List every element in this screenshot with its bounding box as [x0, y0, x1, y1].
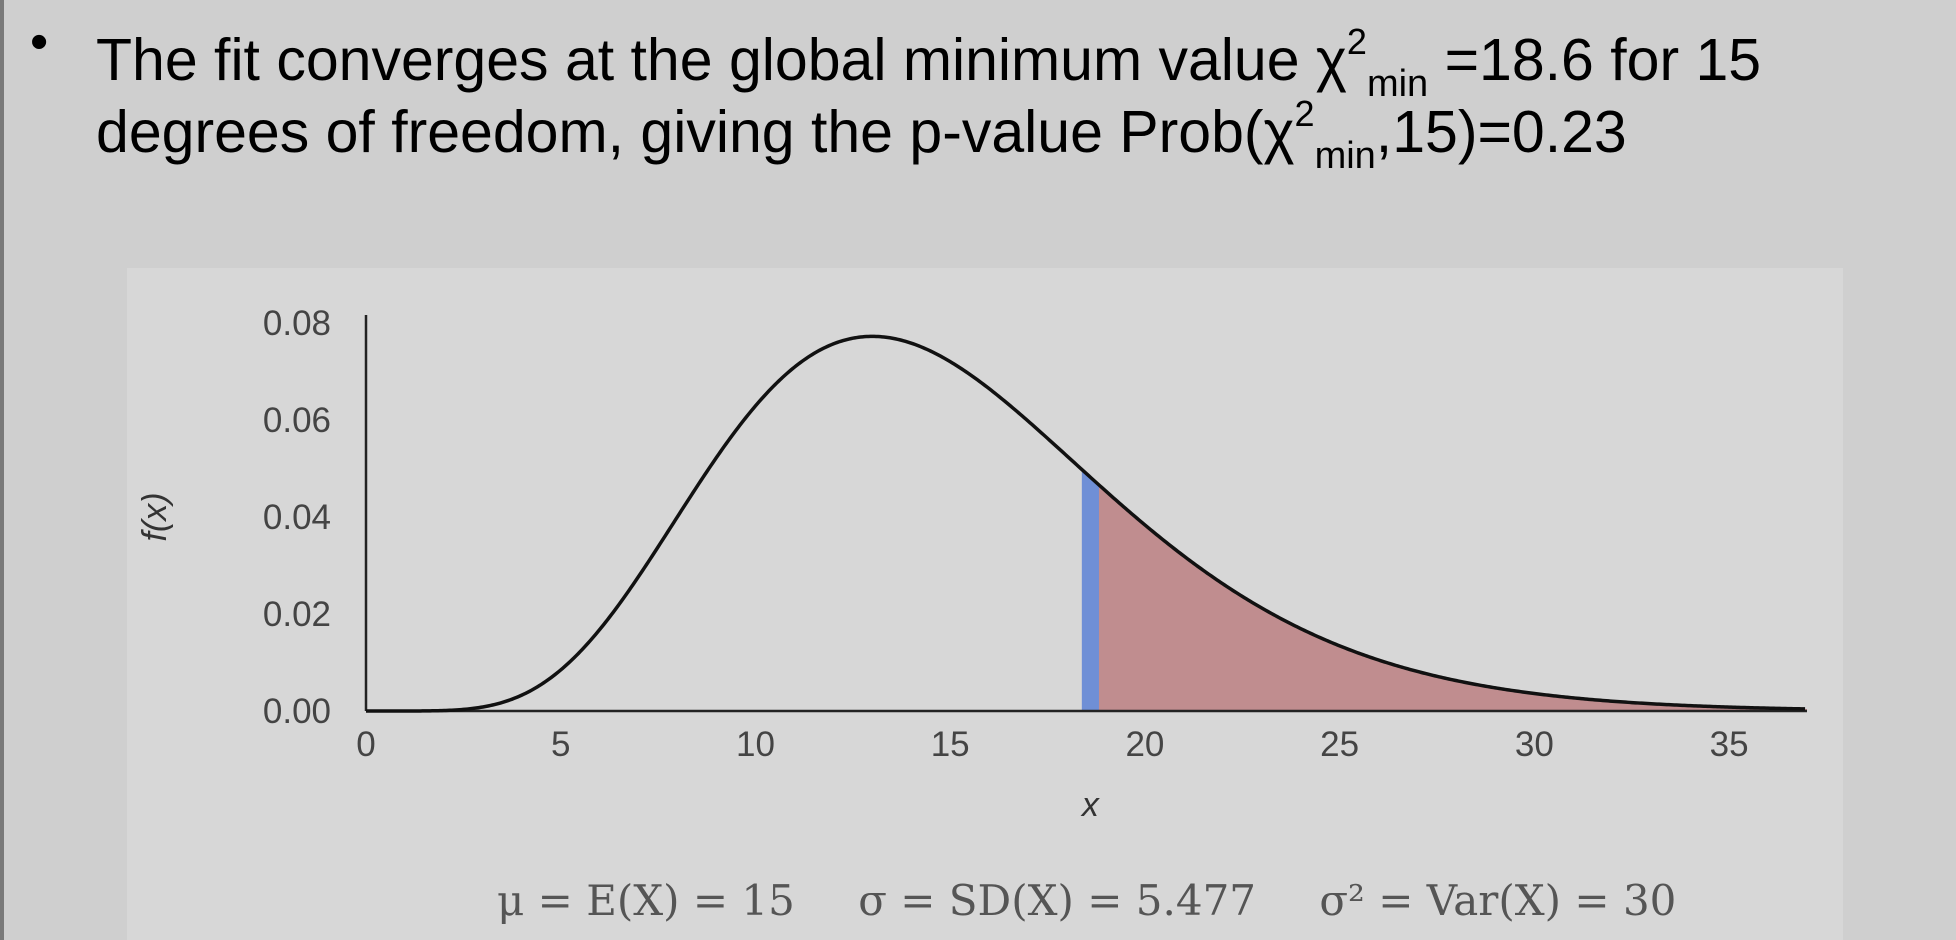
x-tick-label-3: 15 [931, 725, 970, 764]
x-tick-label-0: 0 [356, 725, 375, 764]
x-tick-label-1: 5 [551, 725, 570, 764]
y-tick-label-4: 0.08 [263, 304, 331, 343]
x-tick-label-2: 10 [736, 725, 775, 764]
bullet-symbol: • [30, 13, 49, 71]
chi-square-subscript: min [1366, 63, 1429, 105]
stat-var: σ² = Var(X) = 30 [1319, 876, 1677, 925]
bullet-line-1: The fit converges at the global minimum … [96, 6, 1761, 105]
bullet-line-1-post: =18.6 for 15 [1428, 27, 1762, 93]
x-tick-label-5: 25 [1320, 725, 1359, 764]
bullet-line-1-pre: The fit converges at the global minimum … [96, 27, 1347, 93]
chi-square-superscript: 2 [1346, 21, 1367, 62]
shade-layer [1090, 477, 1807, 711]
bullet-text: The fit converges at the global minimum … [96, 6, 1761, 177]
marker-layer [1081, 469, 1099, 711]
stat-mean: μ = E(X) = 15 [497, 876, 795, 925]
x-tick-label-6: 30 [1515, 725, 1554, 764]
shaded-tail-region [1090, 477, 1807, 711]
y-tick-label-2: 0.04 [263, 498, 331, 537]
chi-square-chart: 0 5 10 15 20 25 30 35 0.00 0.02 0.04 0.06 0.08 x f(x)… [127, 268, 1843, 940]
label-layer: x f(x) [136, 492, 1100, 824]
bullet-line-2: degrees of freedom, giving the p-value P… [96, 78, 1761, 177]
x-tick-label-4: 20 [1125, 725, 1164, 764]
stat-sd: σ = SD(X) = 5.477 [858, 876, 1257, 925]
chi-square-subscript-2: min [1314, 135, 1376, 177]
y-tick-label-0: 0.00 [263, 692, 331, 731]
chi-square-superscript-2: 2 [1294, 93, 1315, 134]
x-axis-title: x [1080, 786, 1100, 824]
observed-value-marker [1081, 469, 1099, 711]
x-tick-label-7: 35 [1710, 725, 1749, 764]
bullet-line-2-post: ,15)=0.23 [1375, 99, 1627, 165]
tick-layer: 0 5 10 15 20 25 30 35 0.00 0.02 0.04 0.06 0.08 [263, 304, 1749, 764]
chart-svg: 0 5 10 15 20 25 30 35 0.00 0.02 0.04 0.06 0.08 x f(x) [136, 304, 1807, 824]
y-tick-label-1: 0.02 [263, 595, 331, 634]
distribution-stats: μ = E(X) = 15 σ = SD(X) = 5.477 σ² = Var… [497, 876, 1697, 925]
axis-layer [364, 315, 1807, 713]
bullet-line-2-pre: degrees of freedom, giving the p-value P… [96, 99, 1295, 165]
left-edge-border [0, 0, 4, 940]
y-tick-label-3: 0.06 [263, 401, 331, 440]
y-axis-title: f(x) [136, 492, 174, 541]
density-curve [366, 334, 1806, 713]
curve-layer [366, 334, 1806, 713]
